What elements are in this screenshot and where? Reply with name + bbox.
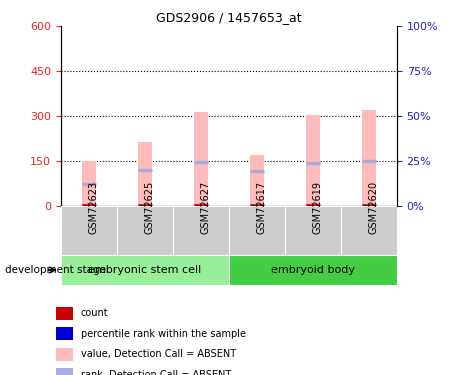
Bar (61, 206, 117, 255)
Bar (117, 206, 173, 255)
Bar (229, 206, 285, 255)
Text: embryonic stem cell: embryonic stem cell (88, 265, 202, 275)
Text: percentile rank within the sample: percentile rank within the sample (81, 329, 246, 339)
Bar (56, 327, 73, 340)
Bar (341, 206, 397, 255)
Bar (61, 255, 229, 285)
Text: GSM72619: GSM72619 (313, 181, 323, 234)
Text: embryoid body: embryoid body (271, 265, 355, 275)
Bar (56, 307, 73, 320)
Bar (229, 255, 397, 285)
Bar (173, 206, 229, 255)
Title: GDS2906 / 1457653_at: GDS2906 / 1457653_at (156, 11, 302, 24)
Bar (138, 142, 152, 206)
Text: GSM72627: GSM72627 (201, 181, 211, 234)
Bar (82, 161, 96, 206)
Text: development stage: development stage (5, 265, 106, 275)
Bar (56, 368, 73, 375)
Bar (56, 348, 73, 361)
Bar (285, 206, 341, 255)
Bar (250, 155, 264, 206)
Text: GSM72617: GSM72617 (257, 181, 267, 234)
Text: GSM72623: GSM72623 (89, 181, 99, 234)
Bar (306, 115, 320, 206)
Bar (362, 110, 376, 206)
Text: rank, Detection Call = ABSENT: rank, Detection Call = ABSENT (81, 370, 231, 375)
Text: value, Detection Call = ABSENT: value, Detection Call = ABSENT (81, 350, 236, 359)
Text: GSM72625: GSM72625 (145, 181, 155, 234)
Bar (194, 112, 208, 206)
Text: GSM72620: GSM72620 (369, 181, 379, 234)
Text: count: count (81, 308, 108, 318)
